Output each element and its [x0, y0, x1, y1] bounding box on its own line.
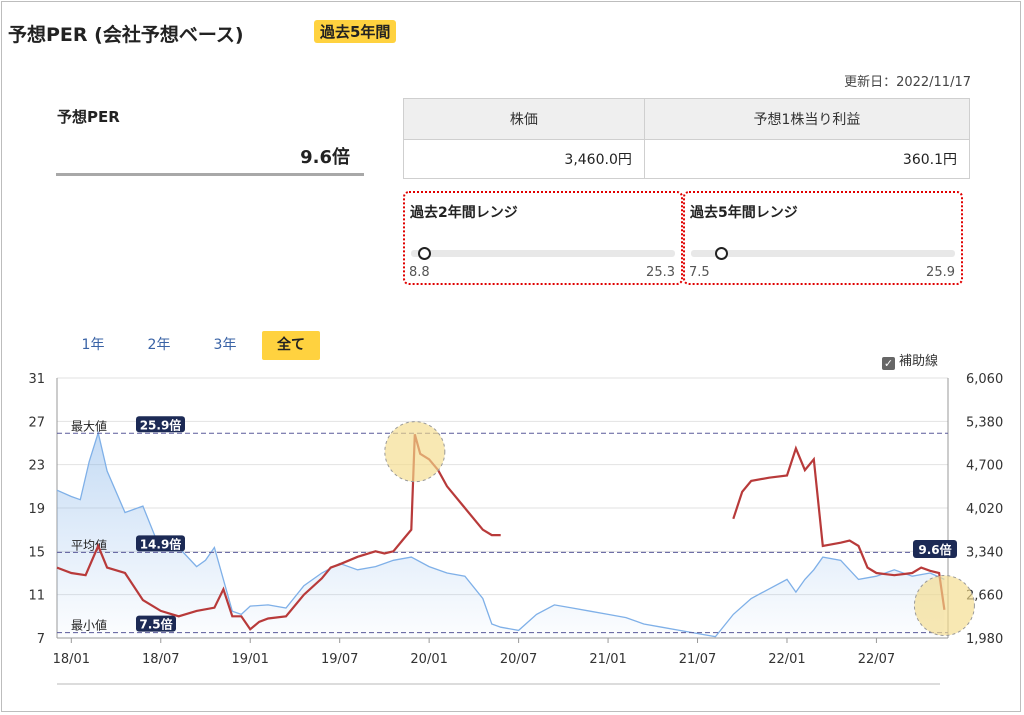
x-tick-label: 20/07 [500, 652, 537, 667]
reference-line-name: 最小値 [71, 618, 107, 633]
stock-price-header: 株価 [403, 98, 645, 140]
x-tick-label: 22/01 [768, 652, 805, 667]
y-tick-right: 4,020 [966, 502, 1003, 517]
current-highlight-circle [913, 575, 975, 636]
x-tick-label: 21/07 [679, 652, 716, 667]
range-2year: 過去2年間レンジ 8.8 25.3 [403, 191, 683, 285]
reference-value-pill [136, 535, 185, 552]
per-label: 予想PER [57, 108, 120, 126]
y-tick-right: 2,660 [966, 589, 1003, 604]
range-5year: 過去5年間レンジ 7.5 25.9 [683, 191, 963, 285]
reference-value-pill [136, 615, 176, 632]
price-line [56, 430, 945, 638]
y-tick-right: 5,380 [966, 415, 1003, 430]
range-2year-label: 過去2年間レンジ [410, 205, 518, 221]
x-tick-label: 20/01 [410, 652, 447, 667]
reference-line-name: 最大値 [71, 418, 107, 433]
per-value: 9.6倍 [300, 147, 350, 168]
x-tick-label: 18/01 [53, 652, 90, 667]
tab-all[interactable]: 全て [262, 331, 320, 360]
x-tick-label: 19/01 [231, 652, 268, 667]
reference-line-name: 平均値 [71, 537, 107, 552]
y-tick-left: 23 [28, 459, 45, 474]
range-5year-min: 7.5 [689, 265, 710, 280]
tab-1year[interactable]: 1年 [81, 337, 105, 353]
y-tick-left: 19 [28, 502, 45, 517]
y-tick-left: 15 [28, 545, 45, 560]
updated-date: 更新日：2022/11/17 [844, 75, 971, 90]
reference-value-label: 7.5倍 [139, 617, 172, 632]
x-tick-label: 18/07 [142, 652, 179, 667]
tab-2year[interactable]: 2年 [147, 337, 171, 353]
aux-line-toggle[interactable]: ✓ 補助線 [882, 350, 938, 370]
period-badge: 過去5年間 [314, 20, 397, 43]
reference-value-pill [136, 416, 185, 433]
x-tick-label: 21/01 [589, 652, 626, 667]
range-5year-marker [715, 247, 729, 260]
y-tick-left: 31 [28, 372, 45, 387]
range-5year-track [691, 250, 955, 257]
range-2year-max: 25.3 [646, 265, 675, 280]
y-tick-right: 6,060 [966, 372, 1003, 387]
y-tick-right: 3,340 [966, 545, 1003, 560]
x-tick-label: 22/07 [858, 652, 895, 667]
y-tick-right: 1,980 [966, 632, 1003, 647]
y-tick-left: 27 [28, 415, 45, 430]
range-2year-marker [417, 247, 431, 260]
per-underline [56, 173, 364, 176]
range-2year-min: 8.8 [409, 265, 430, 280]
page-title: 予想PER (会社予想ベース) [8, 24, 244, 46]
x-tick-label: 19/07 [321, 652, 358, 667]
reference-value-label: 25.9倍 [140, 417, 182, 432]
current-value-pill [913, 540, 957, 558]
checkbox-icon[interactable]: ✓ [882, 357, 895, 370]
y-tick-left: 7 [37, 632, 45, 647]
range-5year-max: 25.9 [926, 265, 955, 280]
price-eps-table: 株価 予想1株当り利益 3,460.0円 360.1円 [403, 98, 971, 179]
max-highlight-circle [384, 421, 446, 483]
eps-value: 360.1円 [643, 139, 971, 179]
reference-value-label: 14.9倍 [140, 536, 182, 551]
range-5year-label: 過去5年間レンジ [690, 205, 798, 221]
stock-price-value: 3,460.0円 [403, 139, 645, 179]
current-value-label: 9.6倍 [918, 542, 951, 557]
y-tick-right: 4,700 [966, 459, 1003, 474]
y-tick-left: 11 [28, 589, 45, 604]
range-2year-track [411, 250, 675, 257]
tab-3year[interactable]: 3年 [213, 337, 237, 353]
aux-line-label: 補助線 [899, 354, 939, 369]
